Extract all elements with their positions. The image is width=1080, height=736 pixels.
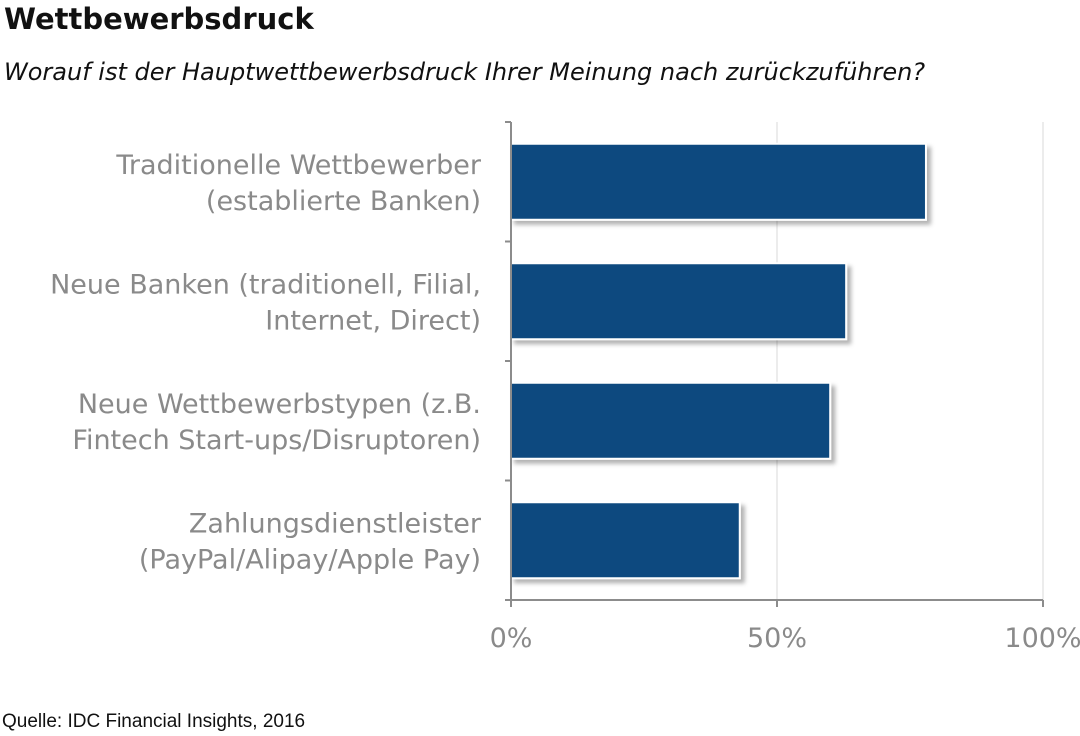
bar-2 — [510, 262, 848, 341]
x-tick-label: 100% — [1004, 623, 1080, 654]
chart-title: Wettbewerbsdruck — [4, 2, 314, 36]
category-label-1: Traditionelle Wettbewerber (establierte B… — [115, 150, 482, 217]
bar-4 — [510, 501, 741, 580]
bar-3 — [510, 381, 832, 460]
bar-chart: 0% 50% 100% Traditionelle Wettbewerber (esta… — [50, 121, 1080, 654]
chart-source: Quelle: IDC Financial Insights, 2016 — [2, 711, 306, 732]
chart-subtitle: Worauf ist der Hauptwettbewerbsdruck Ihr… — [4, 58, 926, 86]
category-label-2: Neue Banken (traditionell, Filial, Intern… — [50, 269, 481, 336]
category-label-4: Zahlungsdienstleister (PayPal/Alipay/Appl… — [139, 508, 482, 575]
x-tick-label: 0% — [490, 623, 533, 654]
category-label-3: Neue Wettbewerbstypen (z.B. Fintech Start… — [72, 389, 481, 456]
bar-1 — [510, 142, 927, 221]
x-tick-label: 50% — [747, 623, 807, 654]
